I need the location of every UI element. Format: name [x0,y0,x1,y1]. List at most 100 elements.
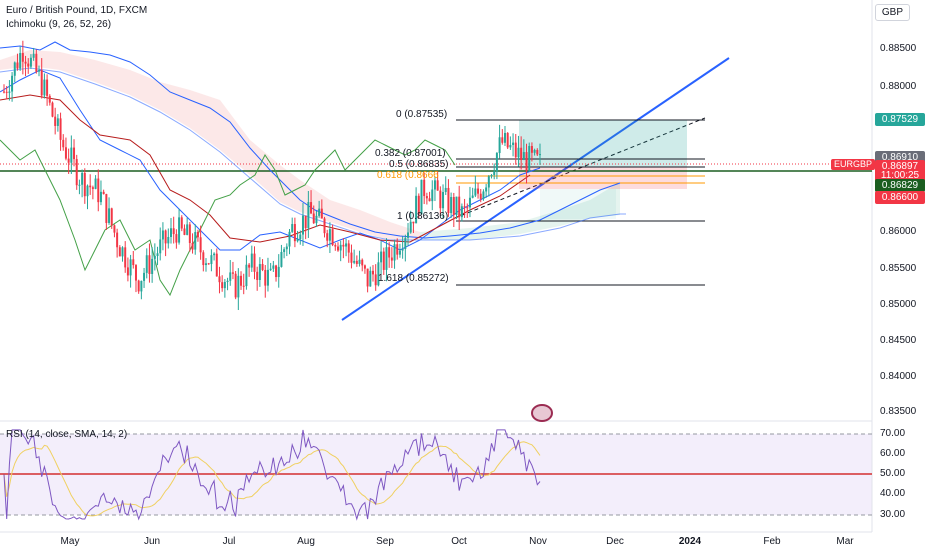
candle-body[interactable] [471,195,474,198]
candle-body[interactable] [301,215,304,235]
candle-body[interactable] [207,263,210,265]
candle-body[interactable] [205,263,208,266]
candle-body[interactable] [132,259,135,266]
candle-body[interactable] [213,253,216,256]
candle-body[interactable] [11,75,14,92]
candle-body[interactable] [396,244,399,255]
candle-body[interactable] [501,137,504,143]
candle-body[interactable] [97,178,100,203]
candle-body[interactable] [495,153,498,172]
candle-body[interactable] [366,268,369,287]
candle-body[interactable] [234,273,237,298]
candle-body[interactable] [331,229,334,246]
symbol-title[interactable]: Euro / British Pound, 1D, FXCM [6,5,148,16]
candle-body[interactable] [398,250,401,255]
candle-body[interactable] [382,251,385,270]
candle-body[interactable] [194,232,197,250]
candle-body[interactable] [156,253,159,256]
candle-body[interactable] [528,146,531,171]
candle-body[interactable] [89,185,92,188]
candle-body[interactable] [458,196,461,218]
candle-body[interactable] [388,247,391,258]
candle-body[interactable] [269,268,272,270]
candle-body[interactable] [218,276,221,283]
candle-body[interactable] [129,259,132,276]
candle-body[interactable] [439,190,442,209]
candle-body[interactable] [369,270,372,287]
candle-body[interactable] [487,176,490,188]
candle-body[interactable] [188,224,191,244]
candle-body[interactable] [73,147,76,160]
candle-body[interactable] [444,187,447,193]
candle-body[interactable] [285,246,288,250]
ichimoku-legend[interactable]: Ichimoku (9, 26, 52, 26) [6,19,112,30]
candle-body[interactable] [404,237,407,250]
candle-body[interactable] [468,197,471,208]
candle-body[interactable] [148,255,151,274]
candle-body[interactable] [245,264,248,287]
candle-body[interactable] [452,197,455,215]
candle-body[interactable] [433,180,436,190]
candle-body[interactable] [54,116,57,126]
candle-body[interactable] [334,245,337,247]
candle-body[interactable] [258,264,261,281]
candle-body[interactable] [5,91,8,93]
candle-body[interactable] [283,249,286,252]
candle-body[interactable] [512,142,515,145]
candle-body[interactable] [293,224,296,242]
candle-body[interactable] [355,260,358,264]
candle-body[interactable] [70,147,73,163]
candle-body[interactable] [253,253,256,272]
candle-body[interactable] [264,269,267,286]
candle-body[interactable] [43,79,46,96]
candle-body[interactable] [428,198,431,202]
candle-body[interactable] [425,196,428,199]
candle-body[interactable] [199,237,202,253]
candle-body[interactable] [347,243,350,253]
candle-body[interactable] [191,243,194,250]
candle-body[interactable] [315,215,318,224]
candle-body[interactable] [466,207,469,209]
candle-body[interactable] [35,53,38,72]
candle-body[interactable] [250,253,253,268]
candle-body[interactable] [137,280,140,292]
candle-body[interactable] [124,247,127,268]
candle-body[interactable] [328,229,331,241]
candle-body[interactable] [242,285,245,287]
candle-body[interactable] [291,224,294,232]
candle-body[interactable] [463,206,466,208]
candle-body[interactable] [180,217,183,229]
candle-body[interactable] [116,232,119,248]
candle-body[interactable] [339,244,342,251]
candle-body[interactable] [221,282,224,289]
candle-body[interactable] [231,272,234,274]
candle-body[interactable] [380,251,383,263]
candle-body[interactable] [436,180,439,191]
candle-body[interactable] [164,230,167,244]
candle-body[interactable] [19,53,22,69]
candle-body[interactable] [51,102,54,117]
candle-body[interactable] [215,253,218,277]
candle-body[interactable] [64,147,67,159]
candle-body[interactable] [477,188,480,194]
candle-body[interactable] [8,91,11,93]
candle-body[interactable] [280,251,283,267]
candle-body[interactable] [237,275,240,298]
candle-body[interactable] [277,266,280,278]
candle-body[interactable] [431,189,434,202]
candle-body[interactable] [310,202,313,214]
candle-body[interactable] [261,264,264,270]
candle-body[interactable] [56,118,59,126]
candle-body[interactable] [536,149,539,155]
candle-body[interactable] [91,187,94,189]
candle-body[interactable] [447,187,450,214]
candle-body[interactable] [385,247,388,270]
candle-body[interactable] [517,147,520,158]
candle-body[interactable] [226,280,229,283]
candle-body[interactable] [361,259,364,266]
candle-body[interactable] [320,208,323,219]
candle-body[interactable] [390,257,393,261]
candle-body[interactable] [159,239,162,254]
candle-body[interactable] [153,255,156,259]
